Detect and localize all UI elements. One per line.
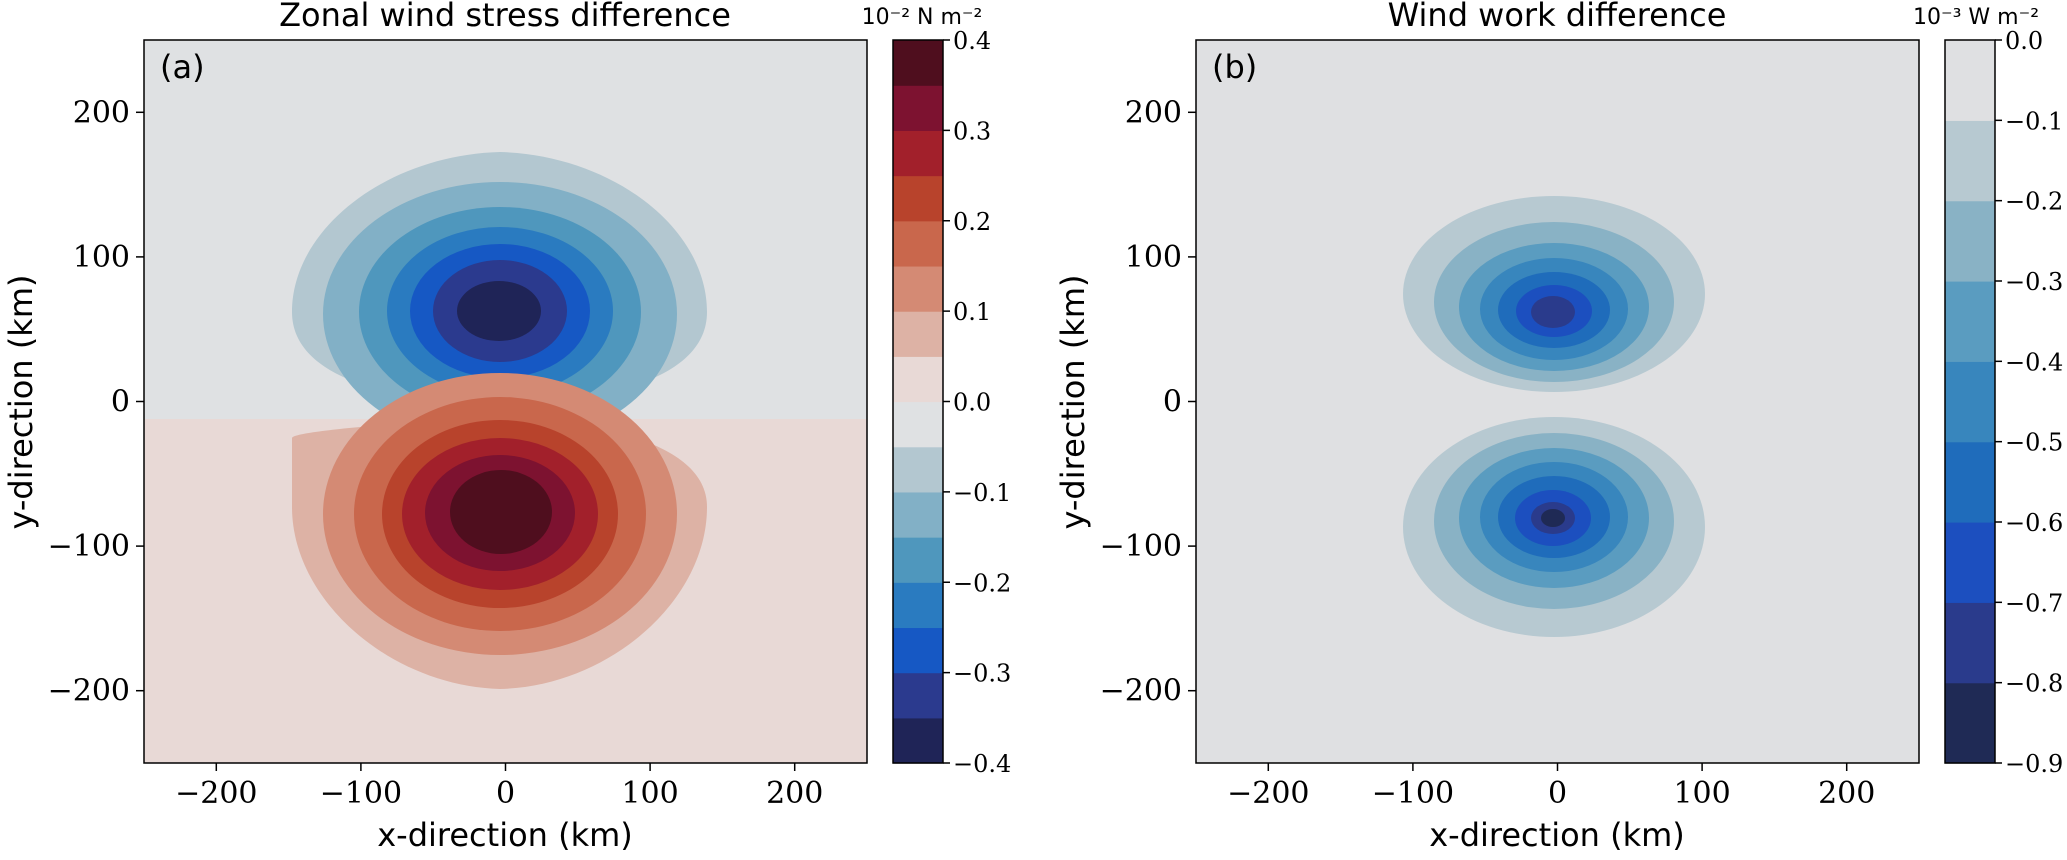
colorbar-tick-label: 0.3 [953,117,991,145]
y-tick-label: −200 [1100,674,1182,709]
panel-a-colorbar: 0.4 0.3 0.2 0.1 0.0 −0.1 −0.2 −0.3 −0.4 10⁻² N m… [862,5,1012,778]
colorbar-tick-label: 0.0 [953,389,991,417]
panel-a-axis-ticks: −200 −100 0 100 200 −200 −100 0 100 200 [48,95,824,811]
panel-b-colorbar-unit: 10⁻³ W m⁻² [1913,5,2039,30]
panel-a-positive-lobe [292,373,707,689]
colorbar-tick-label: −0.4 [953,750,1011,778]
colorbar-tick-label: −0.8 [2005,670,2063,698]
colorbar-tick-label: −0.5 [2005,429,2063,457]
x-tick-label: 0 [496,776,515,811]
colorbar-segment [1945,522,1995,603]
y-tick-label: 100 [1125,240,1182,275]
panel-a-ylabel: y-direction (km) [2,275,40,530]
x-tick-label: 0 [1548,776,1567,811]
y-tick-label: −100 [1100,529,1182,564]
colorbar-segment [893,672,943,719]
contour-fill [450,470,552,554]
colorbar-segment [893,446,943,493]
x-tick-label: 200 [766,776,823,811]
panel-b-colorbar-ticks: 0.0 −0.1 −0.2 −0.3 −0.4 −0.5 −0.6 −0.7 −0.8 −0.9 [1995,27,2063,778]
colorbar-tick-label: 0.4 [953,27,991,55]
colorbar-segment [893,175,943,222]
y-tick-label: 200 [73,95,130,130]
panel-a-colorbar-unit: 10⁻² N m⁻² [862,5,983,30]
x-tick-label: 100 [1673,776,1730,811]
colorbar-tick-label: 0.1 [953,298,991,326]
colorbar-segment [893,582,943,629]
panel-b-upper-minimum [1403,196,1705,392]
contour-fill [1541,509,1565,527]
panel-b-colorbar-segments [1945,40,1995,764]
y-tick-label: −200 [48,674,130,709]
colorbar-tick-label: 0.2 [953,208,991,236]
x-tick-label: 100 [621,776,678,811]
x-tick-label: −200 [1227,776,1309,811]
colorbar-tick-label: −0.1 [953,479,1011,507]
colorbar-segment [893,627,943,674]
colorbar-segment [893,130,943,177]
panel-b: Wind work difference [1054,0,2063,854]
panel-a-colorbar-ticks: 0.4 0.3 0.2 0.1 0.0 −0.1 −0.2 −0.3 −0.4 [943,27,1011,778]
colorbar-tick-label: −0.9 [2005,750,2063,778]
colorbar-tick-label: −0.3 [2005,268,2063,296]
x-tick-label: −100 [320,776,402,811]
colorbar-segment [1945,682,1995,764]
colorbar-segment [1945,441,1995,523]
contour-fill [1531,296,1575,328]
panel-b-axis-ticks: −200 −100 0 100 200 −200 −100 0 100 200 [1100,95,1876,811]
colorbar-tick-label: −0.1 [2005,107,2063,135]
panel-b-ylabel: y-direction (km) [1054,275,1092,530]
panel-a-xlabel: x-direction (km) [377,816,633,854]
colorbar-segment [1945,120,1995,202]
colorbar-tick-label: −0.7 [2005,589,2063,617]
x-tick-label: −200 [175,776,257,811]
panel-b-lower-minimum [1403,417,1705,637]
panel-a-label: (a) [160,48,205,86]
y-tick-label: 100 [73,240,130,275]
colorbar-segment [1945,40,1995,121]
panel-a-negative-lobe [292,152,707,446]
panel-b-plot-area [1196,40,1919,763]
colorbar-segment [893,265,943,312]
colorbar-segment [893,220,943,267]
panel-b-colorbar: 0.0−0.1−0.2−0.3−0.4−0.5−0.6−0.7−0.8−0.9 … [1913,5,2063,778]
panel-b-xlabel: x-direction (km) [1429,816,1685,854]
colorbar-segment [893,311,943,357]
panel-b-background [1196,40,1919,763]
contour-fill [457,281,541,341]
panel-a-colorbar-segments [893,40,943,764]
y-tick-label: 0 [1163,385,1182,420]
y-tick-label: 0 [111,385,130,420]
colorbar-segment [893,356,943,403]
colorbar-segment [893,717,943,764]
colorbar-segment [1945,281,1995,362]
colorbar-tick-label: 0.0 [2005,27,2043,55]
panel-a: Zonal wind stress difference [2,0,1011,854]
colorbar-tick-label: −0.4 [2005,348,2063,376]
x-tick-label: 200 [1818,776,1875,811]
colorbar-tick-label: −0.6 [2005,509,2063,537]
colorbar-segment [893,40,943,86]
colorbar-tick-label: −0.3 [953,660,1011,688]
colorbar-segment [893,401,943,448]
y-tick-label: −100 [48,529,130,564]
colorbar-segment [1945,361,1995,443]
panel-b-colorbar-frame [1944,39,1996,764]
y-tick-label: 200 [1125,95,1182,130]
colorbar-tick-label: −0.2 [2005,188,2063,216]
colorbar-segment [893,491,943,538]
panel-b-title: Wind work difference [1388,0,1727,34]
colorbar-segment [893,537,943,583]
colorbar-segment [1945,200,1995,282]
panel-a-plot-area [144,40,867,763]
x-tick-label: −100 [1372,776,1454,811]
panel-b-label: (b) [1212,48,1257,86]
colorbar-tick-label: −0.2 [953,569,1011,597]
colorbar-segment [1945,602,1995,684]
colorbar-segment [893,85,943,131]
panel-a-title: Zonal wind stress difference [279,0,731,34]
